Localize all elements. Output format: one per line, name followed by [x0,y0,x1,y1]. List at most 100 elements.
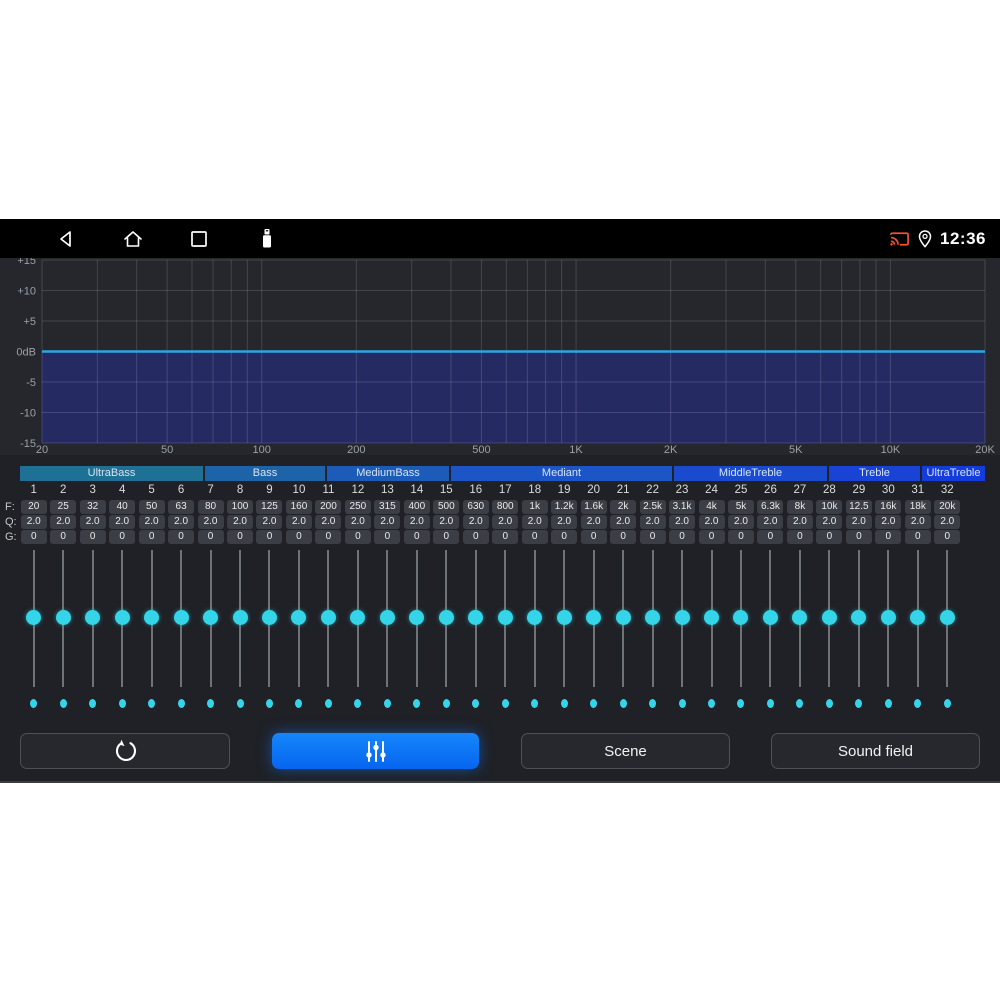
slider-thumb[interactable] [261,610,277,625]
slider-thumb[interactable] [556,610,572,625]
band-indicator-cell[interactable] [284,696,313,710]
band-indicator-dot[interactable] [796,698,804,708]
slider-thumb[interactable] [320,610,336,625]
band-indicator-cell[interactable] [579,696,608,710]
gain-slider-band-3[interactable] [78,550,107,687]
band-indicator-dot[interactable] [413,698,421,708]
band-indicator-cell[interactable] [373,696,402,710]
gain-slider-band-12[interactable] [343,550,372,687]
slider-thumb[interactable] [645,610,661,625]
band-indicator-dot[interactable] [825,698,833,708]
band-indicator-cell[interactable] [137,696,166,710]
gain-slider-band-29[interactable] [844,550,873,687]
slider-thumb[interactable] [733,610,749,625]
gain-slider-band-14[interactable] [402,550,431,687]
band-indicator-cell[interactable] [520,696,549,710]
band-indicator-cell[interactable] [667,696,696,710]
gain-slider-band-27[interactable] [785,550,814,687]
band-indicator-dot[interactable] [708,698,716,708]
gain-slider-band-15[interactable] [432,550,461,687]
band-indicator-cell[interactable] [107,696,136,710]
band-indicator-cell[interactable] [343,696,372,710]
gain-slider-band-10[interactable] [284,550,313,687]
slider-thumb[interactable] [527,610,543,625]
band-indicator-cell[interactable] [225,696,254,710]
slider-thumb[interactable] [291,610,307,625]
gain-slider-band-2[interactable] [48,550,77,687]
band-indicator-cell[interactable] [314,696,343,710]
band-indicator-cell[interactable] [432,696,461,710]
band-indicator-cell[interactable] [638,696,667,710]
gain-slider-band-11[interactable] [314,550,343,687]
band-indicator-cell[interactable] [903,696,932,710]
slider-thumb[interactable] [232,610,248,625]
band-indicator-dot[interactable] [383,698,391,708]
slider-thumb[interactable] [497,610,513,625]
sound-field-button[interactable]: Sound field [771,733,980,769]
slider-thumb[interactable] [409,610,425,625]
band-indicator-cell[interactable] [608,696,637,710]
gain-slider-band-23[interactable] [667,550,696,687]
gain-slider-band-25[interactable] [726,550,755,687]
slider-thumb[interactable] [674,610,690,625]
slider-thumb[interactable] [821,610,837,625]
slider-thumb[interactable] [910,610,926,625]
band-indicator-dot[interactable] [295,698,303,708]
back-button[interactable] [55,228,77,250]
band-indicator-dot[interactable] [501,698,509,708]
band-indicator-dot[interactable] [148,698,156,708]
band-indicator-dot[interactable] [649,698,657,708]
slider-thumb[interactable] [586,610,602,625]
band-indicator-dot[interactable] [118,698,126,708]
band-indicator-dot[interactable] [59,698,67,708]
slider-thumb[interactable] [762,610,778,625]
slider-thumb[interactable] [880,610,896,625]
gain-slider-band-1[interactable] [19,550,48,687]
band-indicator-cell[interactable] [461,696,490,710]
slider-thumb[interactable] [468,610,484,625]
band-indicator-dot[interactable] [943,698,951,708]
gain-slider-band-7[interactable] [196,550,225,687]
recents-button[interactable] [188,228,210,250]
gain-slider-band-21[interactable] [608,550,637,687]
band-indicator-cell[interactable] [933,696,962,710]
slider-thumb[interactable] [438,610,454,625]
slider-thumb[interactable] [379,610,395,625]
home-button[interactable] [122,228,144,250]
gain-slider-band-26[interactable] [756,550,785,687]
band-indicator-cell[interactable] [697,696,726,710]
gain-slider-band-28[interactable] [815,550,844,687]
slider-thumb[interactable] [792,610,808,625]
band-indicator-cell[interactable] [815,696,844,710]
slider-thumb[interactable] [704,610,720,625]
slider-thumb[interactable] [173,610,189,625]
reset-button[interactable] [20,733,230,769]
band-indicator-cell[interactable] [196,696,225,710]
band-indicator-dot[interactable] [531,698,539,708]
band-indicator-cell[interactable] [785,696,814,710]
gain-slider-band-30[interactable] [874,550,903,687]
band-indicator-dot[interactable] [560,698,568,708]
gain-slider-band-32[interactable] [933,550,962,687]
band-indicator-cell[interactable] [491,696,520,710]
slider-thumb[interactable] [26,610,42,625]
band-indicator-cell[interactable] [166,696,195,710]
band-indicator-dot[interactable] [737,698,745,708]
band-indicator-cell[interactable] [255,696,284,710]
band-indicator-dot[interactable] [884,698,892,708]
slider-thumb[interactable] [851,610,867,625]
gain-slider-band-17[interactable] [491,550,520,687]
gain-slider-band-4[interactable] [107,550,136,687]
band-indicator-dot[interactable] [89,698,97,708]
slider-thumb[interactable] [55,610,71,625]
band-indicator-cell[interactable] [756,696,785,710]
gain-slider-band-6[interactable] [166,550,195,687]
slider-thumb[interactable] [85,610,101,625]
band-indicator-dot[interactable] [236,698,244,708]
band-indicator-dot[interactable] [30,698,38,708]
gain-slider-band-9[interactable] [255,550,284,687]
band-indicator-cell[interactable] [549,696,578,710]
gain-slider-band-16[interactable] [461,550,490,687]
band-indicator-cell[interactable] [19,696,48,710]
band-indicator-dot[interactable] [914,698,922,708]
